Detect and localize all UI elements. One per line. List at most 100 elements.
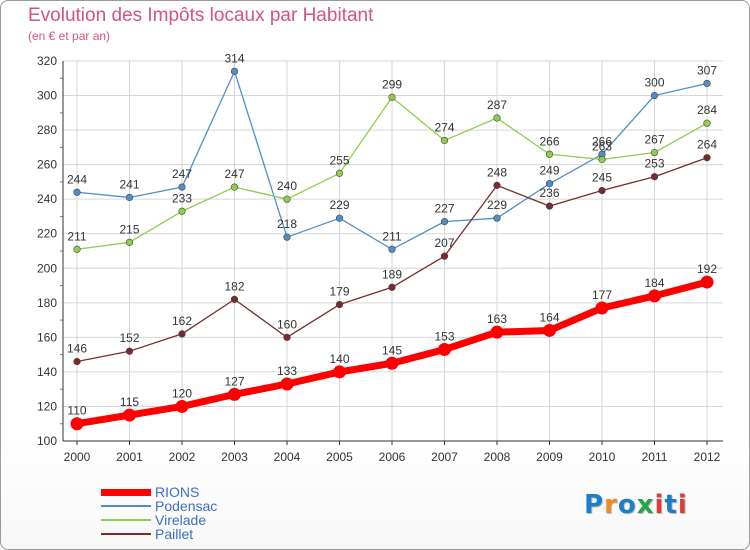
y-tick-label: 140 [37, 365, 57, 379]
data-point-virelade [440, 136, 449, 145]
data-point-paillet [335, 300, 344, 309]
data-point-paillet [230, 295, 239, 303]
data-label-rions: 110 [67, 404, 86, 418]
data-point-podensac [283, 233, 291, 241]
data-label-rions: 177 [592, 288, 612, 302]
data-point-rions [333, 365, 346, 379]
y-tick-label: 200 [37, 261, 57, 275]
data-point-paillet [440, 252, 449, 260]
data-label-paillet: 179 [329, 285, 349, 299]
data-point-paillet [73, 357, 81, 366]
data-point-rions [543, 323, 556, 337]
data-label-paillet: 253 [644, 157, 664, 171]
data-label-rions: 184 [644, 276, 664, 290]
data-point-virelade [493, 114, 501, 122]
data-label-paillet: 182 [224, 279, 244, 293]
data-point-rions [438, 342, 451, 356]
data-label-paillet: 248 [487, 165, 507, 179]
data-label-podensac: 266 [592, 134, 612, 148]
data-point-virelade [335, 169, 344, 177]
proxiti-logo: Proxiti [584, 490, 688, 520]
data-label-virelade: 284 [697, 103, 717, 117]
x-tick-label: 2009 [536, 450, 563, 464]
data-point-virelade [388, 93, 396, 101]
data-label-paillet: 162 [172, 314, 192, 328]
legend-label: Paillet [155, 526, 194, 542]
data-point-virelade [598, 155, 606, 164]
x-tick-label: 2008 [484, 450, 511, 464]
data-point-rions [175, 399, 189, 413]
data-label-paillet: 152 [119, 331, 139, 345]
data-point-paillet [650, 173, 659, 181]
data-label-virelade: 263 [592, 139, 612, 153]
y-tick-label: 320 [37, 54, 57, 68]
data-label-rions: 120 [172, 386, 192, 400]
data-point-podensac [493, 214, 501, 222]
x-tick-label: 2003 [221, 450, 248, 464]
data-label-rions: 164 [539, 310, 559, 324]
legend-item-virelade: Virelade [101, 513, 217, 527]
legend-label: Virelade [155, 512, 207, 528]
chart-subtitle: (en € et par an) [28, 29, 111, 43]
data-point-podensac [335, 214, 344, 222]
data-label-podensac: 300 [644, 76, 664, 90]
data-label-paillet: 236 [539, 186, 559, 200]
data-label-podensac: 247 [172, 167, 192, 181]
y-tick-label: 100 [37, 434, 57, 448]
data-label-virelade: 233 [172, 191, 192, 205]
data-point-paillet [388, 283, 396, 291]
data-label-rions: 133 [277, 364, 297, 378]
data-label-virelade: 299 [382, 77, 402, 91]
data-label-rions: 145 [382, 343, 402, 357]
legend-item-podensac: Podensac [101, 499, 217, 513]
data-label-virelade: 255 [329, 153, 349, 167]
data-point-paillet [283, 333, 291, 341]
data-label-virelade: 240 [277, 179, 297, 193]
data-label-rions: 192 [697, 262, 717, 276]
legend-item-paillet: Paillet [101, 527, 217, 541]
data-point-podensac [703, 79, 711, 88]
chart-legend: RIONS Podensac Virelade Paillet [101, 485, 217, 541]
data-label-virelade: 215 [119, 222, 139, 236]
x-tick-label: 2011 [642, 450, 668, 464]
data-point-podensac [73, 188, 81, 196]
legend-label: Podensac [155, 498, 218, 514]
data-point-paillet [178, 330, 186, 338]
data-label-virelade: 267 [644, 133, 664, 147]
data-point-virelade [73, 245, 81, 253]
legend-item-rions: RIONS [101, 485, 217, 499]
data-point-rions [385, 356, 399, 370]
data-label-podensac: 211 [382, 229, 401, 243]
data-point-virelade [703, 119, 711, 127]
data-label-paillet: 146 [67, 342, 87, 356]
data-point-rions [280, 377, 294, 391]
data-label-podensac: 307 [697, 63, 717, 77]
y-tick-label: 220 [37, 227, 57, 241]
legend-swatch [101, 519, 151, 521]
y-tick-label: 260 [37, 158, 57, 172]
data-point-rions [700, 275, 714, 289]
data-label-rions: 115 [120, 395, 139, 409]
data-point-podensac [388, 245, 396, 253]
data-label-podensac: 229 [487, 198, 507, 212]
data-label-paillet: 245 [592, 171, 612, 185]
x-tick-label: 2006 [379, 450, 406, 464]
data-label-virelade: 266 [539, 134, 559, 148]
data-label-virelade: 274 [434, 120, 454, 134]
data-label-virelade: 247 [224, 167, 244, 181]
data-label-virelade: 211 [67, 229, 86, 243]
x-tick-label: 2000 [64, 450, 91, 464]
data-label-virelade: 287 [487, 98, 507, 112]
data-point-podensac [440, 218, 449, 226]
data-point-podensac [545, 180, 554, 188]
data-label-rions: 140 [329, 352, 349, 366]
data-label-paillet: 160 [277, 317, 297, 331]
data-label-podensac: 229 [329, 198, 349, 212]
data-point-rions [490, 325, 504, 339]
x-tick-label: 2005 [326, 450, 353, 464]
data-point-paillet [545, 202, 554, 210]
data-point-rions [228, 387, 241, 401]
data-label-podensac: 314 [224, 51, 244, 65]
data-label-paillet: 264 [697, 138, 717, 152]
